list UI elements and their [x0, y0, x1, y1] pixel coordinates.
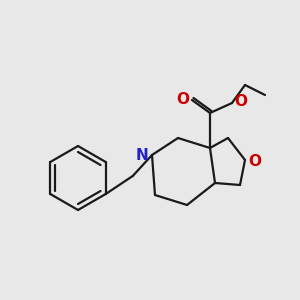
- Text: O: O: [176, 92, 190, 106]
- Text: N: N: [136, 148, 148, 164]
- Text: O: O: [248, 154, 262, 169]
- Text: O: O: [235, 94, 248, 110]
